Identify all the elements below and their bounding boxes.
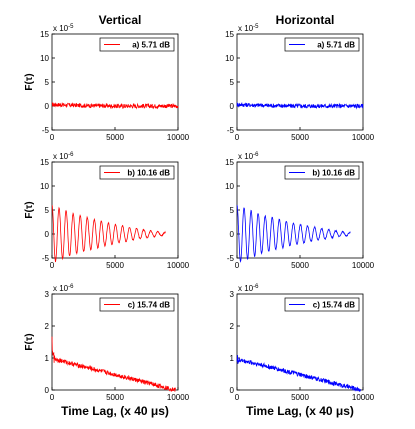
- series-line: [51, 205, 166, 263]
- legend-label: b) 10.16 dB: [127, 169, 170, 178]
- x-axis-label: Time Lag, (x 40 μs): [246, 404, 354, 418]
- x-tick-label: 10000: [352, 261, 375, 270]
- legend-box: [99, 297, 175, 312]
- y-tick-label: -5: [227, 254, 235, 263]
- panel-2-0: 0 1 2 3 0 5000 10000 x 10-6 c) 15.74 dB F(τ) Time …: [24, 284, 190, 418]
- y-tick-label: 10: [225, 182, 234, 191]
- legend-label: b) 10.16 dB: [312, 169, 355, 178]
- y-tick-label: 5: [45, 206, 50, 215]
- column-title-horizontal: Horizontal: [276, 13, 335, 27]
- y-tick-label: 2: [230, 322, 235, 331]
- y-tick-label: 0: [230, 102, 235, 111]
- y-tick-label: -5: [42, 254, 50, 263]
- y-tick-label: 5: [230, 206, 235, 215]
- x-axis-label: Time Lag, (x 40 μs): [61, 404, 169, 418]
- x-tick-label: 5000: [106, 261, 124, 270]
- legend-label: a) 5.71 dB: [317, 41, 355, 50]
- legend-box: [99, 165, 175, 180]
- legend-label: c) 15.74 dB: [128, 301, 170, 310]
- y-axis-label: F(τ): [24, 201, 35, 218]
- y-tick-label: 10: [40, 182, 49, 191]
- y-tick-label: 15: [40, 30, 49, 39]
- y-tick-label: 10: [225, 54, 234, 63]
- axis-exponent-label: x 10-6: [53, 284, 74, 293]
- legend-box: [99, 37, 175, 52]
- series-line: [51, 336, 176, 392]
- legend-box: [284, 165, 360, 180]
- x-tick-label: 10000: [167, 133, 190, 142]
- x-tick-label: 0: [235, 261, 240, 270]
- series-line: [51, 102, 179, 110]
- y-tick-label: 0: [45, 386, 50, 395]
- y-tick-label: 1: [230, 354, 235, 363]
- legend-box: [284, 37, 360, 52]
- y-tick-label: 2: [45, 322, 50, 331]
- axis-exponent-label: x 10-6: [238, 152, 259, 161]
- y-tick-label: -5: [227, 126, 235, 135]
- y-tick-label: 10: [40, 54, 49, 63]
- x-tick-label: 0: [235, 133, 240, 142]
- y-tick-label: 5: [230, 78, 235, 87]
- y-tick-label: 0: [230, 386, 235, 395]
- y-tick-label: 0: [45, 102, 50, 111]
- legend-label: c) 15.74 dB: [313, 301, 355, 310]
- x-tick-label: 5000: [106, 393, 124, 402]
- x-tick-label: 0: [50, 133, 55, 142]
- x-tick-label: 5000: [291, 261, 309, 270]
- y-tick-label: 5: [45, 78, 50, 87]
- axis-exponent-label: x 10-6: [238, 284, 259, 293]
- axis-exponent-label: x 10-5: [238, 24, 259, 33]
- y-tick-label: 0: [230, 230, 235, 239]
- series-line: [236, 101, 364, 110]
- y-tick-label: 1: [45, 354, 50, 363]
- legend-label: a) 5.71 dB: [132, 41, 170, 50]
- x-tick-label: 5000: [106, 133, 124, 142]
- column-title-vertical: Vertical: [99, 13, 142, 27]
- series-line: [236, 204, 351, 263]
- x-tick-label: 10000: [167, 261, 190, 270]
- x-tick-label: 10000: [352, 133, 375, 142]
- y-tick-label: 15: [225, 30, 234, 39]
- y-tick-label: 15: [40, 158, 49, 167]
- x-tick-label: 0: [50, 393, 55, 402]
- y-axis-label: F(τ): [24, 73, 35, 90]
- y-tick-label: 3: [230, 290, 235, 299]
- axis-exponent-label: x 10-5: [53, 24, 74, 33]
- x-tick-label: 0: [50, 261, 55, 270]
- y-tick-label: -5: [42, 126, 50, 135]
- x-tick-label: 5000: [291, 133, 309, 142]
- y-tick-label: 15: [225, 158, 234, 167]
- panel-2-1: 0 1 2 3 0 5000 10000 x 10-6 c) 15.74 dB Time Lag,…: [230, 284, 375, 418]
- y-tick-label: 3: [45, 290, 50, 299]
- x-tick-label: 5000: [291, 393, 309, 402]
- y-axis-label: F(τ): [24, 333, 35, 350]
- x-tick-label: 0: [235, 393, 240, 402]
- axis-exponent-label: x 10-6: [53, 152, 74, 161]
- y-tick-label: 0: [45, 230, 50, 239]
- x-tick-label: 10000: [352, 393, 375, 402]
- x-tick-label: 10000: [167, 393, 190, 402]
- series-line: [236, 355, 361, 392]
- legend-box: [284, 297, 360, 312]
